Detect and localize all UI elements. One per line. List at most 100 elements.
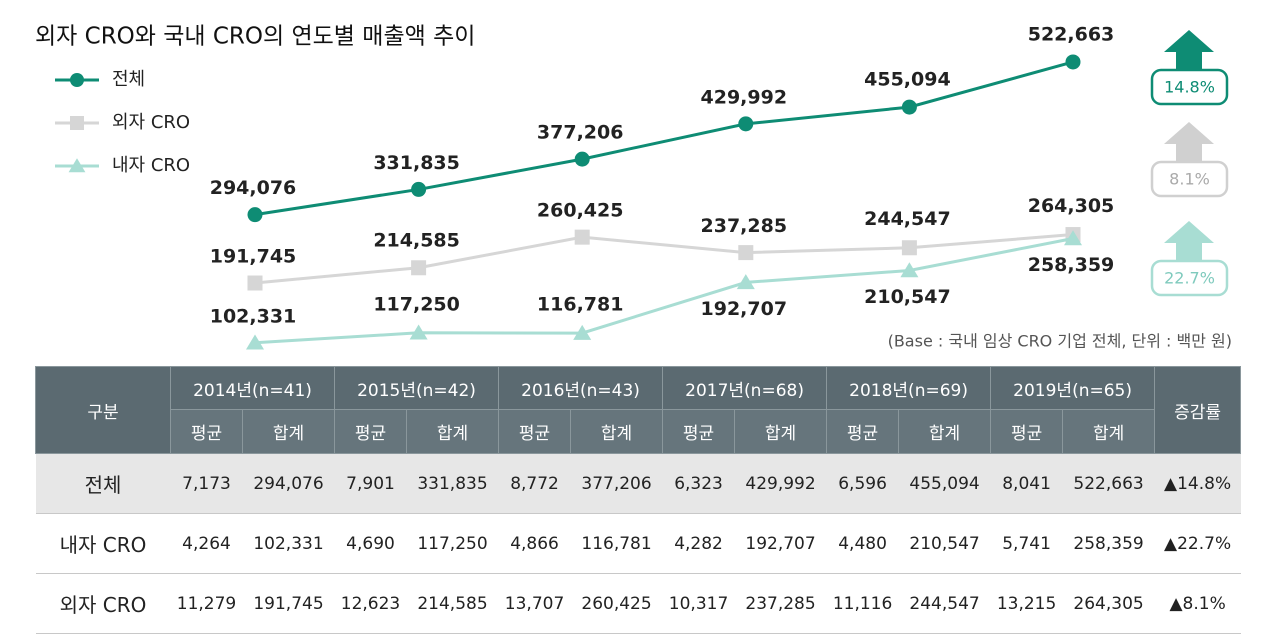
table-cell: 191,745	[242, 573, 335, 634]
header-cell: 2019년(n=65)	[990, 366, 1156, 410]
table-cell: 258,359	[1062, 513, 1155, 574]
chart: 외자 CRO와 국내 CRO의 연도별 매출액 추이 (Base : 국내 임상…	[35, 23, 1232, 351]
marker	[247, 275, 263, 291]
table-cell: 522,663	[1062, 453, 1155, 514]
header-cell: 2016년(n=43)	[498, 366, 664, 410]
growth-label: 14.8%	[1164, 78, 1215, 97]
growth-badge	[1150, 160, 1229, 198]
table-cell: 116,781	[570, 513, 663, 574]
table-cell: ▲8.1%	[1154, 573, 1241, 634]
chart-title: 외자 CRO와 국내 CRO의 연도별 매출액 추이	[35, 24, 475, 50]
header-cell: 증감률	[1154, 366, 1242, 454]
header-cell: 합계	[570, 409, 664, 454]
marker	[573, 324, 592, 340]
table-cell: 244,547	[898, 573, 991, 634]
data-label: 192,707	[701, 298, 788, 320]
table-cell: 10,317	[662, 573, 735, 634]
table-cell: 214,585	[406, 573, 499, 634]
marker	[900, 262, 919, 278]
legend-label: 내자 CRO	[112, 155, 190, 176]
data-label: 377,206	[537, 122, 624, 144]
table-cell: 102,331	[242, 513, 335, 574]
table-cell: 4,866	[498, 513, 571, 574]
header-cell: 2018년(n=69)	[826, 366, 992, 410]
marker	[738, 116, 754, 132]
header-cell: 평균	[826, 409, 900, 454]
marker	[411, 181, 427, 197]
data-label: 258,359	[1028, 254, 1115, 276]
data-label: 455,094	[864, 69, 951, 91]
legend-label: 전체	[112, 69, 145, 90]
marker	[736, 274, 755, 290]
header-cell: 평균	[498, 409, 572, 454]
marker	[574, 151, 590, 167]
table-cell: ▲14.8%	[1154, 453, 1241, 514]
series-line	[254, 237, 1074, 345]
table-cell: 내자 CRO	[35, 513, 171, 574]
table-cell: 4,690	[334, 513, 407, 574]
table-cell: 전체	[35, 453, 171, 514]
marker	[70, 73, 84, 87]
marker	[247, 207, 263, 223]
table-cell: 11,116	[826, 573, 899, 634]
data-label: 116,781	[537, 294, 624, 316]
header-cell: 합계	[734, 409, 828, 454]
data-label: 331,835	[373, 152, 460, 174]
data-label: 117,250	[373, 293, 460, 315]
table-cell: 377,206	[570, 453, 663, 514]
header-cell: 평균	[662, 409, 736, 454]
table-cell: 6,323	[662, 453, 735, 514]
table-cell: 7,901	[334, 453, 407, 514]
marker	[246, 334, 264, 350]
table-cell: 8,041	[990, 453, 1063, 514]
table-cell: 12,623	[334, 573, 407, 634]
table-cell: 192,707	[734, 513, 827, 574]
data-label: 429,992	[701, 86, 788, 108]
marker	[1065, 54, 1081, 70]
data-table: 구분 2014년(n=41) 2015년(n=42) 2016년(n=43) 2017년…	[35, 366, 1242, 634]
data-label: 191,745	[210, 246, 297, 268]
table-cell: 117,250	[406, 513, 499, 574]
table-cell: 294,076	[242, 453, 335, 514]
note: (Base : 국내 임상 CRO 기업 전체, 단위 : 백만 원)	[888, 332, 1232, 351]
data-label: 244,547	[864, 208, 951, 230]
table-cell: 외자 CRO	[35, 573, 171, 634]
growth-arrow	[1164, 221, 1214, 261]
header-cell: 2014년(n=41)	[169, 366, 336, 410]
marker	[901, 99, 917, 115]
marker	[574, 229, 590, 245]
growth-label: 22.7%	[1164, 269, 1215, 288]
series-line	[254, 233, 1074, 285]
header-cell: 합계	[241, 409, 336, 454]
table-cell: 13,707	[498, 573, 571, 634]
table-cell: 7,173	[170, 453, 243, 514]
data-label: 260,425	[537, 200, 624, 222]
marker	[901, 240, 917, 256]
table-cell: 331,835	[406, 453, 499, 514]
header-cell: 합계	[898, 409, 992, 454]
series-line	[254, 60, 1074, 217]
table-cell: 6,596	[826, 453, 899, 514]
header-cell: 합계	[406, 409, 500, 454]
table-cell: 13,215	[990, 573, 1063, 634]
growth-label: 8.1%	[1169, 170, 1210, 189]
table-cell: 455,094	[898, 453, 991, 514]
table-cell: 210,547	[898, 513, 991, 574]
table-cell: 237,285	[734, 573, 827, 634]
marker	[411, 260, 427, 276]
legend-label: 외자 CRO	[112, 112, 190, 133]
growth-arrow	[1164, 30, 1214, 70]
data-label: 264,305	[1028, 195, 1115, 217]
data-label: 210,547	[864, 286, 951, 308]
marker	[738, 245, 754, 261]
data-label: 214,585	[373, 229, 460, 251]
header-cell: 평균	[170, 409, 243, 454]
header-cell: 합계	[1062, 409, 1156, 454]
table-cell: 11,279	[170, 573, 243, 634]
table-cell: 4,282	[662, 513, 735, 574]
table-cell: 5,741	[990, 513, 1063, 574]
data-label: 522,663	[1028, 23, 1115, 45]
table-cell: 4,264	[170, 513, 243, 574]
header-cell: 2015년(n=42)	[334, 366, 500, 410]
